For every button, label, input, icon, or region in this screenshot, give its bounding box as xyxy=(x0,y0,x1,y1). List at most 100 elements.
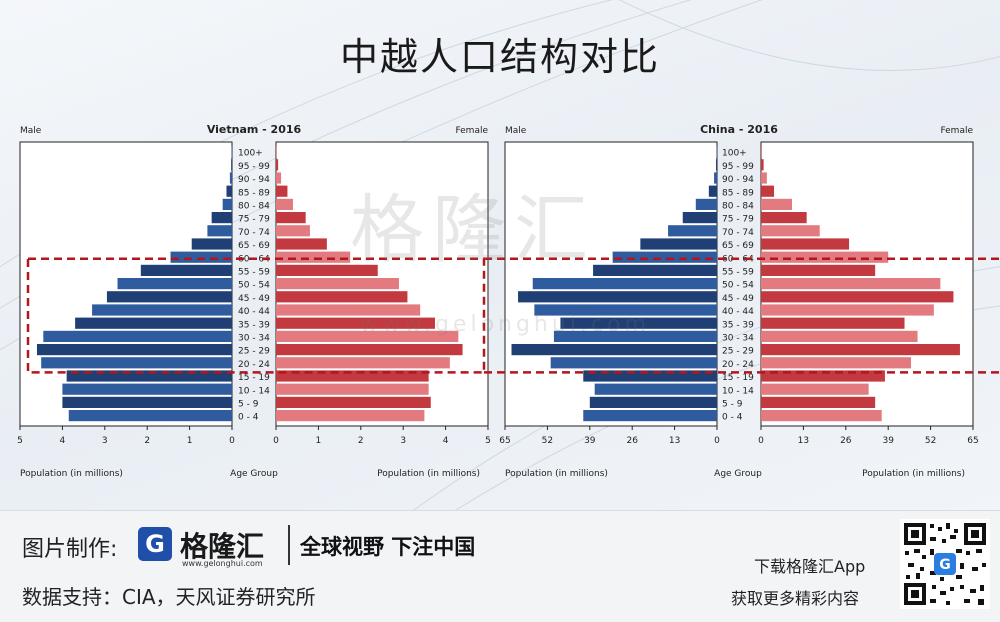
female-bar xyxy=(276,383,429,395)
male-bar xyxy=(117,278,232,290)
x-axis-label-center: Age Group xyxy=(230,469,278,479)
male-bar xyxy=(68,410,232,422)
male-bar xyxy=(716,159,717,171)
chart-title: China - 2016 xyxy=(700,123,778,136)
age-group-label: 55 - 59 xyxy=(238,268,270,278)
x-tick-label: 1 xyxy=(187,436,193,446)
x-axis-label-left: Population (in millions) xyxy=(505,469,608,479)
female-bar xyxy=(276,357,450,369)
male-label: Male xyxy=(505,126,527,136)
female-bar xyxy=(276,278,399,290)
x-tick-label: 39 xyxy=(882,436,894,446)
logo-text: 格隆汇 xyxy=(180,530,265,563)
female-bar xyxy=(276,198,293,210)
watermark: 格隆汇 xyxy=(350,187,596,273)
male-bar xyxy=(36,344,233,356)
female-bar xyxy=(276,146,277,158)
footer-divider xyxy=(288,525,290,565)
female-bar xyxy=(761,212,807,224)
age-group-label: 20 - 24 xyxy=(722,360,754,370)
male-bar xyxy=(231,146,233,158)
age-group-label: 25 - 29 xyxy=(238,347,270,357)
female-bar xyxy=(276,264,378,276)
age-group-label: 100+ xyxy=(238,149,263,159)
age-group-label: 5 - 9 xyxy=(238,400,259,410)
x-tick-label: 2 xyxy=(358,436,364,446)
age-group-label: 85 - 89 xyxy=(722,188,754,198)
female-bar xyxy=(276,344,463,356)
age-group-label: 70 - 74 xyxy=(238,228,270,238)
female-bar xyxy=(276,159,279,171)
download-app-text[interactable]: 下载格隆汇App xyxy=(754,557,866,576)
x-tick-label: 0 xyxy=(273,436,279,446)
qr-code-icon[interactable]: G xyxy=(900,519,990,609)
female-bar xyxy=(761,238,850,250)
female-bar xyxy=(761,185,775,197)
male-label: Male xyxy=(20,126,42,136)
male-bar xyxy=(682,212,717,224)
watermark-url: www.gelonghui.com xyxy=(360,312,650,337)
male-bar xyxy=(553,330,717,342)
male-bar xyxy=(170,251,232,263)
female-bar xyxy=(761,225,820,237)
male-bar xyxy=(594,383,717,395)
female-bar xyxy=(761,344,960,356)
download-app-subtext: 获取更多精彩内容 xyxy=(731,589,860,608)
age-group-label: 25 - 29 xyxy=(722,347,754,357)
female-bar xyxy=(276,317,435,329)
female-bar xyxy=(761,251,889,263)
male-bar xyxy=(211,212,232,224)
male-bar xyxy=(640,238,717,250)
age-group-label: 90 - 94 xyxy=(722,175,754,185)
x-tick-label: 13 xyxy=(798,436,809,446)
age-group-label: 10 - 14 xyxy=(238,386,270,396)
age-group-label: 85 - 89 xyxy=(238,188,270,198)
age-group-label: 15 - 19 xyxy=(722,373,754,383)
female-bar xyxy=(761,330,918,342)
age-group-label: 75 - 79 xyxy=(722,215,754,225)
age-group-label: 80 - 84 xyxy=(722,202,754,212)
age-group-label: 45 - 49 xyxy=(722,294,754,304)
x-tick-label: 65 xyxy=(499,436,510,446)
x-tick-label: 5 xyxy=(17,436,23,446)
x-axis-label-center: Age Group xyxy=(714,469,762,479)
x-tick-label: 52 xyxy=(542,436,553,446)
male-bar xyxy=(714,172,717,184)
highlight-box-vietnam xyxy=(26,257,486,374)
male-bar xyxy=(41,357,233,369)
female-bar xyxy=(761,278,941,290)
age-group-label: 95 - 99 xyxy=(238,162,270,172)
chart-title: Vietnam - 2016 xyxy=(207,123,302,136)
x-axis-label-right: Population (in millions) xyxy=(862,469,965,479)
x-tick-label: 2 xyxy=(144,436,150,446)
age-group-label: 65 - 69 xyxy=(238,241,270,251)
x-tick-label: 3 xyxy=(102,436,108,446)
male-bar xyxy=(708,185,717,197)
age-group-label: 55 - 59 xyxy=(722,268,754,278)
male-bar xyxy=(222,198,232,210)
female-bar xyxy=(761,198,792,210)
female-bar xyxy=(276,225,310,237)
female-bar xyxy=(276,238,327,250)
male-bar xyxy=(62,383,233,395)
male-bar xyxy=(92,304,232,316)
female-bar xyxy=(761,172,767,184)
age-group-label: 75 - 79 xyxy=(238,215,270,225)
age-group-label: 35 - 39 xyxy=(722,320,754,330)
x-axis-label-left: Population (in millions) xyxy=(20,469,123,479)
male-bar xyxy=(534,304,717,316)
male-bar xyxy=(207,225,232,237)
age-group-label: 5 - 9 xyxy=(722,400,743,410)
x-tick-label: 5 xyxy=(485,436,491,446)
age-group-label: 100+ xyxy=(722,149,747,159)
male-bar xyxy=(191,238,232,250)
female-bar xyxy=(761,304,934,316)
male-bar xyxy=(511,344,717,356)
x-tick-label: 13 xyxy=(669,436,680,446)
female-label: Female xyxy=(940,126,973,136)
age-group-label: 15 - 19 xyxy=(238,373,270,383)
slogan: 全球视野 下注中国 xyxy=(300,535,476,559)
male-bar xyxy=(695,198,717,210)
age-group-label: 0 - 4 xyxy=(238,413,259,423)
female-bar xyxy=(276,330,459,342)
